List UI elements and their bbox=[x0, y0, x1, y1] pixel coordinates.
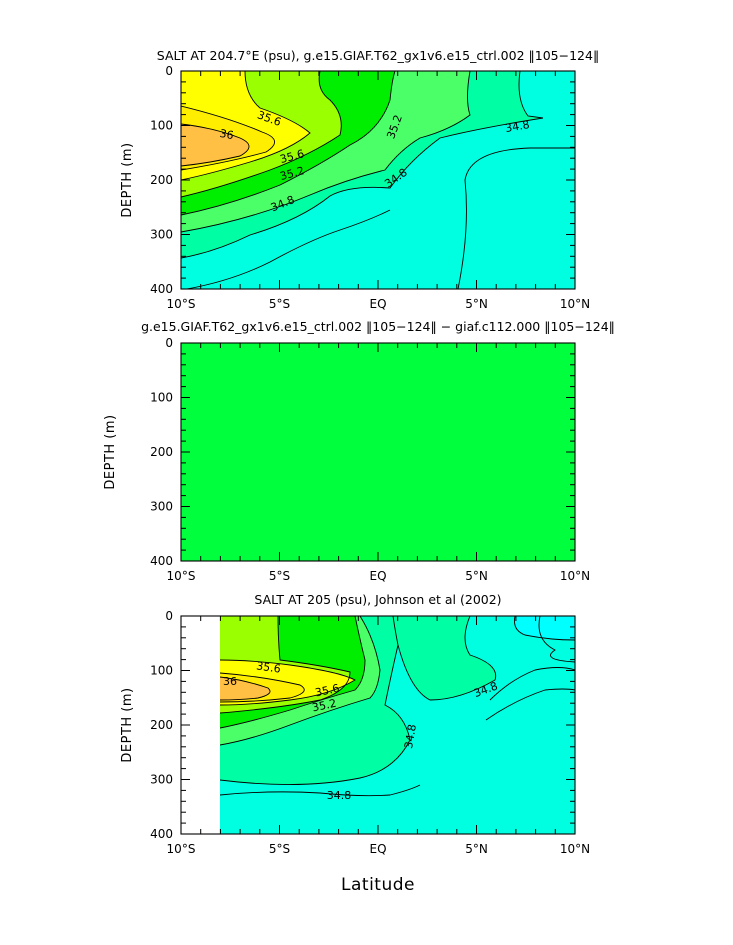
y-tick-label: 100 bbox=[150, 119, 173, 133]
x-tick-label: EQ bbox=[369, 842, 386, 856]
panel-observed-salinity: SALT AT 205 (psu), Johnson et al (2002) bbox=[120, 592, 590, 856]
contour-label: 36 bbox=[223, 675, 237, 688]
x-tick-label: 5°S bbox=[269, 569, 290, 583]
contour-label: 34.8 bbox=[504, 118, 530, 135]
contour-label: 35.6 bbox=[279, 147, 306, 166]
panel2-title: g.e15.GIAF.T62_gx1v6.e15_ctrl.002 ‖105−1… bbox=[141, 319, 615, 334]
y-tick-label: 200 bbox=[150, 173, 173, 187]
x-tick-label: 10°N bbox=[560, 842, 590, 856]
x-tick-label: EQ bbox=[369, 297, 386, 311]
contour-label: 35.2 bbox=[279, 164, 306, 183]
contour-line bbox=[181, 71, 342, 198]
y-tick-label: 0 bbox=[165, 64, 173, 78]
contour-line bbox=[184, 209, 391, 289]
y-tick-label: 0 bbox=[165, 609, 173, 623]
contour-line bbox=[538, 616, 575, 663]
panel2-fill bbox=[181, 343, 575, 561]
x-axis-label: Latitude bbox=[341, 875, 415, 895]
fill-gt36.0 bbox=[220, 677, 271, 700]
contour-label: 34.8 bbox=[327, 789, 352, 802]
contour-line bbox=[181, 71, 311, 181]
x-tick-label: 5°S bbox=[269, 297, 290, 311]
contour-line bbox=[220, 676, 271, 701]
contour-label: 36 bbox=[219, 127, 235, 142]
panel1-contour-lines bbox=[181, 71, 575, 289]
fill-lt34.6 bbox=[514, 616, 575, 640]
panel-difference: g.e15.GIAF.T62_gx1v6.e15_ctrl.002 ‖105−1… bbox=[103, 319, 615, 583]
contour-line bbox=[181, 123, 250, 167]
contour-line bbox=[489, 667, 575, 701]
fill-lt34.8-deep bbox=[458, 148, 575, 289]
panel1-title: SALT AT 204.7°E (psu), g.e15.GIAF.T62_gx… bbox=[157, 48, 599, 63]
y-tick-label: 300 bbox=[150, 500, 173, 514]
x-tick-label: 5°N bbox=[465, 297, 488, 311]
fill-34.8-35.0-ne bbox=[393, 616, 496, 700]
y-tick-label: 300 bbox=[150, 773, 173, 787]
contour-line bbox=[457, 147, 575, 289]
contour-label: 34.8 bbox=[402, 723, 419, 749]
x-tick-label: EQ bbox=[369, 569, 386, 583]
panel-model-salinity: SALT AT 204.7°E (psu), g.e15.GIAF.T62_gx… bbox=[120, 48, 599, 311]
contour-line bbox=[220, 784, 421, 797]
contour-line bbox=[220, 616, 381, 746]
contour-line bbox=[220, 616, 366, 729]
y-tick-label: 400 bbox=[150, 282, 173, 296]
x-tick-label: 10°S bbox=[167, 297, 196, 311]
x-tick-label: 5°N bbox=[465, 569, 488, 583]
contour-line bbox=[220, 672, 305, 703]
panel1-axes: 10°S 5°S EQ 5°N 10°N 0 100 200 300 400 bbox=[150, 64, 590, 311]
y-tick-label: 100 bbox=[150, 391, 173, 405]
contour-line bbox=[220, 644, 411, 785]
panel1-contour-labels: 35.6 36 35.6 35.2 34.8 35.2 34.8 34.8 bbox=[219, 108, 531, 214]
contour-label: 35.6 bbox=[314, 682, 341, 700]
panel3-ylabel: DEPTH (m) bbox=[120, 687, 135, 762]
contour-line bbox=[485, 688, 575, 721]
y-tick-label: 100 bbox=[150, 664, 173, 678]
x-tick-label: 5°S bbox=[269, 842, 290, 856]
panel3-contour-labels: 35.6 36 35.6 35.2 34.8 34.8 34.8 bbox=[223, 659, 500, 802]
contour-line bbox=[514, 616, 575, 641]
panel2-axes: 10°S 5°S EQ 5°N 10°N 0 100 200 300 400 bbox=[150, 336, 590, 583]
x-tick-label: 5°N bbox=[465, 842, 488, 856]
panel1-contour-fills bbox=[181, 71, 575, 289]
y-tick-label: 400 bbox=[150, 554, 173, 568]
contour-line bbox=[181, 71, 544, 259]
panel1-ylabel: DEPTH (m) bbox=[120, 142, 135, 217]
x-tick-label: 10°S bbox=[167, 569, 196, 583]
contour-line bbox=[392, 616, 497, 701]
contour-line bbox=[220, 659, 356, 706]
contour-label: 35.2 bbox=[311, 697, 338, 715]
y-tick-label: 200 bbox=[150, 718, 173, 732]
x-tick-label: 10°S bbox=[167, 842, 196, 856]
contour-line bbox=[181, 71, 396, 216]
y-tick-label: 300 bbox=[150, 228, 173, 242]
panel2-ylabel: DEPTH (m) bbox=[103, 414, 118, 489]
y-tick-label: 200 bbox=[150, 445, 173, 459]
panel3-contour-fills bbox=[220, 616, 575, 834]
y-tick-label: 0 bbox=[165, 336, 173, 350]
contour-line bbox=[181, 71, 471, 233]
panel3-axes: 10°S 5°S EQ 5°N 10°N 0 100 200 300 400 bbox=[150, 609, 590, 856]
contour-line bbox=[220, 616, 351, 714]
fill-gt36.0 bbox=[181, 124, 249, 166]
x-tick-label: 10°N bbox=[560, 297, 590, 311]
x-tick-label: 10°N bbox=[560, 569, 590, 583]
panel3-contour-lines bbox=[220, 616, 575, 797]
contour-label: 35.6 bbox=[255, 659, 281, 675]
panel3-title: SALT AT 205 (psu), Johnson et al (2002) bbox=[254, 592, 501, 607]
y-tick-label: 400 bbox=[150, 827, 173, 841]
contour-line bbox=[181, 105, 275, 171]
